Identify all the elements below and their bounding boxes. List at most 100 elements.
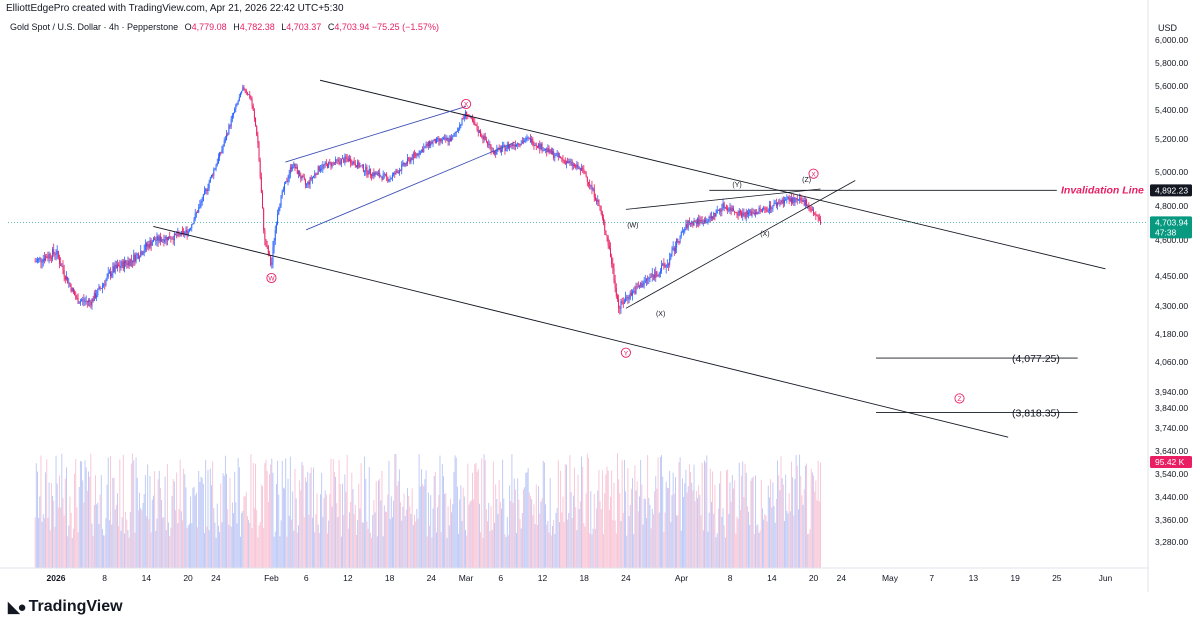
volume-bar (448, 525, 450, 568)
volume-bar (309, 473, 311, 568)
candle-body (809, 206, 811, 209)
candle-body (262, 192, 264, 209)
candle-body (679, 235, 681, 243)
volume-bar (252, 462, 254, 568)
volume-bar (613, 482, 615, 568)
volume-bar (153, 495, 154, 568)
volume-bar (267, 501, 269, 568)
candle-body (239, 92, 241, 98)
axes: USD 6,000.00 5,800.00 5,600.00 5,400.00 5,200… (0, 0, 1188, 592)
candle-body (123, 260, 125, 269)
volume-bar (816, 500, 818, 568)
volume-bar (463, 496, 465, 568)
candle-body (614, 280, 616, 289)
candle-body (82, 299, 84, 301)
candle-body (146, 243, 148, 247)
volume-bar (565, 464, 567, 568)
volume-bar (492, 461, 494, 568)
candle-body (366, 166, 368, 175)
candle-body (623, 301, 625, 304)
y-tick-label: 4,450.00 (1155, 271, 1188, 281)
candle-body (800, 198, 802, 201)
candle-body (804, 200, 806, 206)
candle-body (553, 151, 555, 158)
volume-bar (336, 503, 338, 568)
candle-body (198, 207, 200, 213)
x-tick-label: 18 (579, 573, 589, 583)
candle-body (641, 283, 643, 288)
candle-body (161, 239, 163, 242)
volume-bar (78, 486, 80, 568)
candle-body (726, 207, 728, 209)
volume-bar (555, 512, 557, 568)
volume-bar (604, 493, 606, 568)
volume-bar (97, 502, 99, 568)
y-tick-label: 5,600.00 (1155, 81, 1188, 91)
volume-bar (625, 491, 627, 568)
candle-body (593, 188, 595, 198)
volume-bar (632, 478, 633, 568)
candle-body (342, 158, 344, 160)
volume-bar (135, 457, 137, 568)
candle-body (85, 300, 87, 302)
candle-body (756, 212, 758, 214)
volume-bar (656, 488, 658, 568)
volume-bar (693, 464, 695, 568)
candle-body (558, 156, 560, 158)
x-tick-label: Apr (675, 573, 688, 583)
candle-body (338, 159, 340, 162)
volume-bar (272, 472, 274, 568)
candle-body (299, 171, 301, 177)
volume-bar (159, 487, 161, 568)
candle-body (308, 181, 310, 185)
volume-bar (147, 464, 149, 568)
wave-label: (X) (656, 311, 665, 318)
volume-bar (517, 478, 519, 568)
volume-bar (56, 483, 58, 568)
volume-bar (103, 535, 105, 568)
volume-bar (34, 517, 36, 568)
candle-body (793, 197, 795, 203)
volume-bar (96, 504, 98, 568)
candle-body (441, 139, 443, 142)
volume-bar (200, 476, 202, 568)
volume-bar (420, 469, 422, 568)
volume-bar (539, 513, 541, 568)
candle-body (671, 249, 673, 254)
candle-body (437, 138, 439, 140)
volume-bar (83, 502, 85, 568)
wave-label: Z (958, 396, 962, 403)
y-tick-label: 5,000.00 (1155, 167, 1188, 177)
volume-bar (460, 485, 462, 568)
volume-bar (235, 502, 237, 568)
volume-bar (291, 519, 292, 568)
candle-body (753, 212, 755, 214)
volume-bar (811, 472, 813, 568)
candle-body (260, 176, 262, 193)
volume-bar (627, 468, 629, 568)
candle-body (735, 212, 737, 213)
volume-bar (701, 462, 703, 568)
volume-bar (168, 522, 169, 568)
volume-bar (79, 460, 81, 568)
candle-body (57, 250, 59, 258)
candle-body (61, 265, 63, 267)
candle-body (454, 133, 456, 135)
volume-bar (364, 456, 366, 568)
candle-body (639, 286, 641, 287)
candle-body (485, 139, 487, 142)
volume-bar (301, 461, 303, 568)
volume-bar (735, 533, 737, 568)
candle-body (43, 258, 45, 261)
candle-body (633, 290, 635, 292)
candle-body (779, 202, 781, 204)
candle-body (177, 232, 179, 236)
volume-bar (720, 471, 722, 568)
candle-body (54, 253, 56, 255)
candle-body (352, 161, 354, 165)
candle-body (285, 181, 287, 184)
wave-label: X (811, 171, 816, 178)
candle-body (723, 203, 725, 209)
volume-bar (505, 537, 507, 568)
